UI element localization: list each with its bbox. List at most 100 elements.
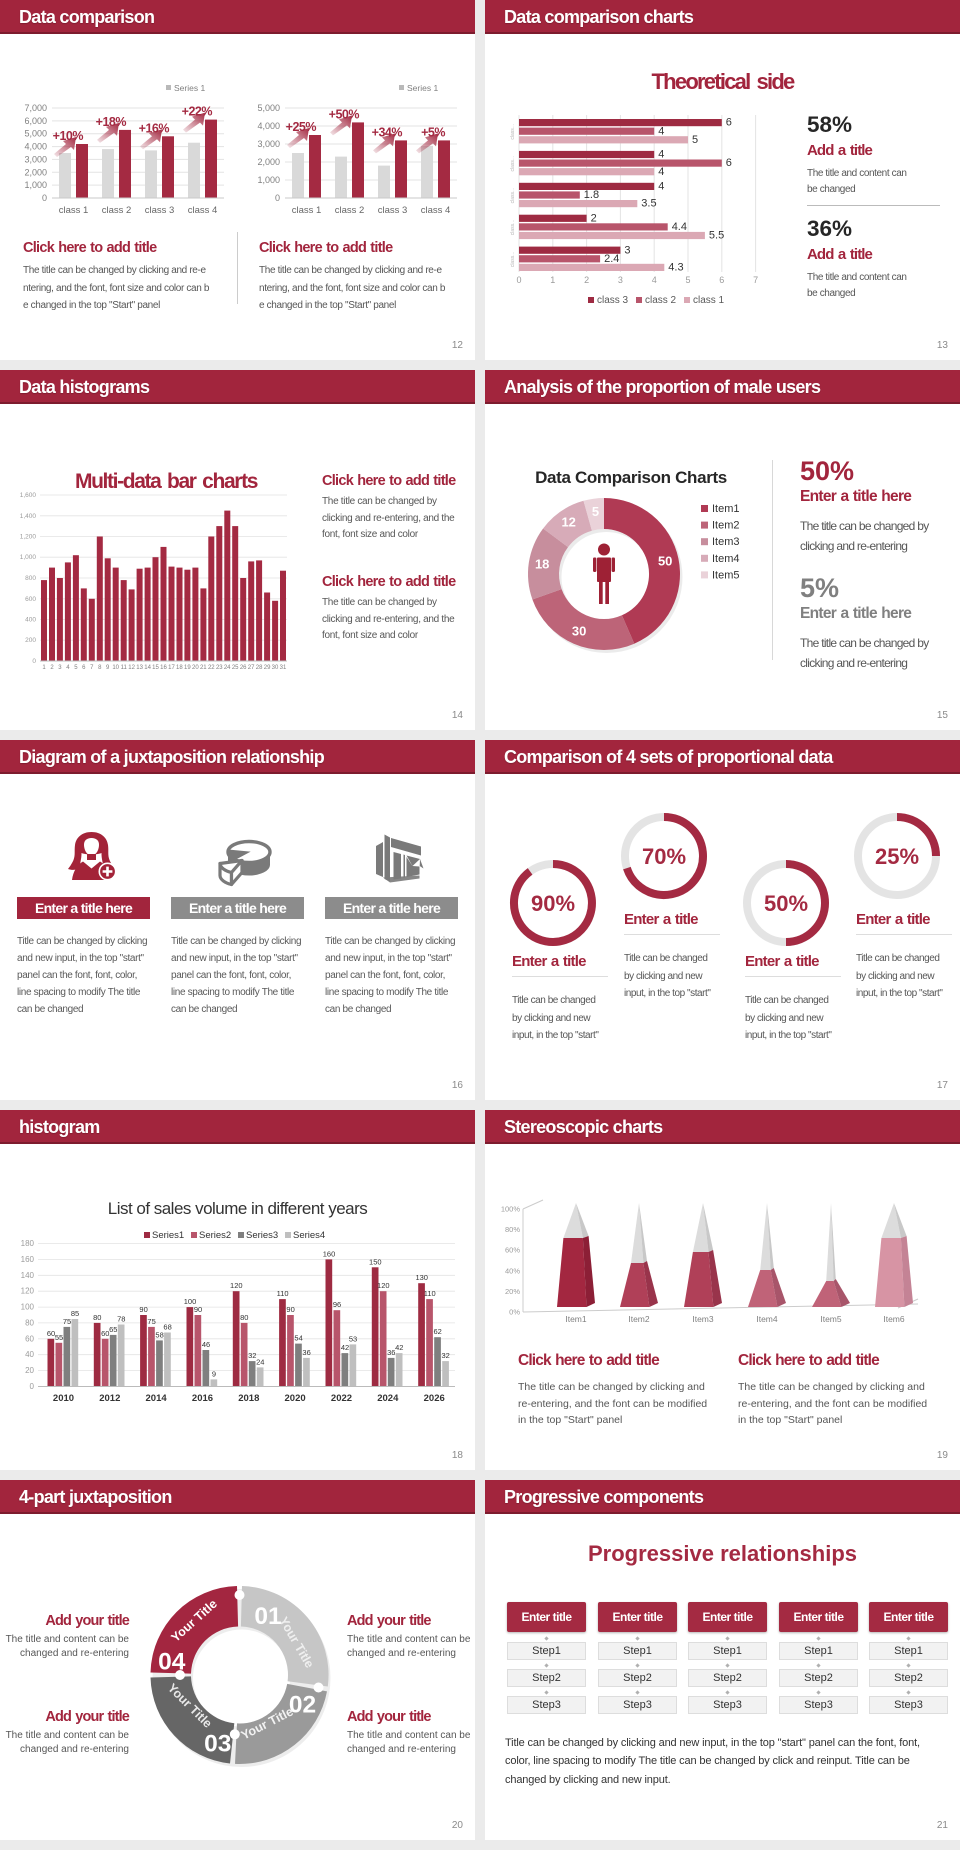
svg-text:1.8: 1.8 bbox=[584, 189, 599, 201]
svg-text:04: 04 bbox=[158, 1649, 186, 1676]
svg-text:5.5: 5.5 bbox=[709, 230, 724, 242]
svg-text:Series 1: Series 1 bbox=[174, 83, 205, 93]
svg-text:class 2: class 2 bbox=[645, 295, 677, 306]
svg-text:Series 1: Series 1 bbox=[407, 83, 438, 93]
svg-text:class 1: class 1 bbox=[693, 295, 725, 306]
svg-text:40: 40 bbox=[25, 1350, 34, 1359]
svg-text:28: 28 bbox=[256, 665, 263, 671]
svg-text:90: 90 bbox=[139, 1305, 147, 1314]
svg-text:19: 19 bbox=[184, 665, 191, 671]
svg-text:4: 4 bbox=[652, 275, 657, 285]
svg-text:class 4: class 4 bbox=[421, 205, 451, 216]
svg-text:Series1: Series1 bbox=[152, 1230, 184, 1241]
svg-text:1,000: 1,000 bbox=[24, 180, 47, 190]
svg-text:1,600: 1,600 bbox=[20, 492, 37, 499]
svg-text:8: 8 bbox=[98, 665, 102, 671]
svg-text:90: 90 bbox=[286, 1305, 294, 1314]
svg-text:68: 68 bbox=[163, 1323, 171, 1332]
svg-text:01: 01 bbox=[254, 1603, 281, 1630]
svg-text:Item3: Item3 bbox=[692, 1314, 714, 1324]
svg-text:2022: 2022 bbox=[331, 1393, 352, 1404]
svg-text:2020: 2020 bbox=[285, 1393, 306, 1404]
svg-text:class...: class... bbox=[510, 220, 516, 236]
svg-text:160: 160 bbox=[323, 1249, 336, 1258]
svg-text:20%: 20% bbox=[505, 1287, 520, 1296]
svg-text:6: 6 bbox=[719, 275, 724, 285]
svg-text:100: 100 bbox=[184, 1297, 197, 1306]
svg-text:30: 30 bbox=[572, 623, 586, 638]
svg-text:800: 800 bbox=[25, 575, 36, 582]
svg-text:class 1: class 1 bbox=[59, 205, 89, 216]
svg-text:Item5: Item5 bbox=[820, 1314, 842, 1324]
svg-text:Item1: Item1 bbox=[565, 1314, 587, 1324]
svg-text:5: 5 bbox=[74, 665, 78, 671]
svg-text:class 3: class 3 bbox=[145, 205, 175, 216]
svg-text:30: 30 bbox=[272, 665, 279, 671]
svg-text:2016: 2016 bbox=[192, 1393, 213, 1404]
svg-text:5: 5 bbox=[692, 134, 698, 146]
svg-text:4: 4 bbox=[658, 125, 664, 137]
svg-text:17: 17 bbox=[168, 665, 175, 671]
svg-text:0: 0 bbox=[42, 193, 47, 203]
svg-text:140: 140 bbox=[21, 1271, 35, 1280]
svg-text:Item2: Item2 bbox=[628, 1314, 650, 1324]
svg-text:+5%: +5% bbox=[421, 125, 445, 139]
svg-text:2018: 2018 bbox=[238, 1393, 259, 1404]
svg-text:3,000: 3,000 bbox=[257, 139, 280, 149]
svg-text:150: 150 bbox=[369, 1257, 382, 1266]
svg-text:class 2: class 2 bbox=[102, 205, 132, 216]
svg-text:23: 23 bbox=[216, 665, 223, 671]
svg-text:120: 120 bbox=[377, 1281, 390, 1290]
svg-text:5: 5 bbox=[592, 504, 599, 519]
svg-text:2: 2 bbox=[591, 212, 597, 224]
svg-text:Item3: Item3 bbox=[712, 536, 740, 548]
svg-text:4: 4 bbox=[658, 166, 664, 178]
svg-text:2: 2 bbox=[584, 275, 589, 285]
svg-text:58: 58 bbox=[155, 1330, 163, 1339]
svg-text:78: 78 bbox=[117, 1315, 125, 1324]
svg-text:0: 0 bbox=[30, 1382, 35, 1391]
svg-text:70%: 70% bbox=[642, 844, 686, 869]
svg-text:7: 7 bbox=[90, 665, 94, 671]
svg-text:40%: 40% bbox=[505, 1266, 520, 1275]
svg-text:class 2: class 2 bbox=[335, 205, 365, 216]
svg-text:0: 0 bbox=[275, 193, 280, 203]
svg-text:42: 42 bbox=[341, 1343, 349, 1352]
svg-text:class 4: class 4 bbox=[188, 205, 218, 216]
svg-text:Item1: Item1 bbox=[712, 503, 740, 515]
svg-text:24: 24 bbox=[256, 1357, 264, 1366]
svg-text:60: 60 bbox=[47, 1329, 55, 1338]
svg-text:1: 1 bbox=[550, 275, 555, 285]
svg-text:4: 4 bbox=[66, 665, 70, 671]
svg-text:27: 27 bbox=[248, 665, 255, 671]
svg-text:+22%: +22% bbox=[182, 105, 213, 119]
svg-text:21: 21 bbox=[200, 665, 207, 671]
svg-text:Series2: Series2 bbox=[199, 1230, 231, 1241]
svg-text:65: 65 bbox=[109, 1325, 117, 1334]
svg-text:11: 11 bbox=[121, 665, 128, 671]
svg-text:5: 5 bbox=[685, 275, 690, 285]
svg-text:0: 0 bbox=[516, 275, 521, 285]
svg-text:14: 14 bbox=[144, 665, 151, 671]
svg-text:2,000: 2,000 bbox=[257, 157, 280, 167]
svg-text:400: 400 bbox=[25, 617, 36, 624]
svg-text:50: 50 bbox=[658, 553, 672, 568]
svg-text:80: 80 bbox=[93, 1313, 101, 1322]
svg-text:120: 120 bbox=[230, 1281, 243, 1290]
svg-text:Series3: Series3 bbox=[246, 1230, 278, 1241]
svg-text:5,000: 5,000 bbox=[24, 129, 47, 139]
svg-text:55: 55 bbox=[55, 1333, 63, 1342]
svg-text:110: 110 bbox=[277, 1289, 289, 1298]
svg-text:class 1: class 1 bbox=[292, 205, 322, 216]
svg-text:53: 53 bbox=[349, 1334, 357, 1343]
svg-text:4.4: 4.4 bbox=[672, 221, 687, 233]
svg-text:Series4: Series4 bbox=[293, 1230, 325, 1241]
svg-text:31: 31 bbox=[280, 665, 287, 671]
svg-text:13: 13 bbox=[136, 665, 143, 671]
svg-text:100: 100 bbox=[21, 1303, 35, 1312]
svg-text:+25%: +25% bbox=[286, 120, 317, 134]
svg-text:+16%: +16% bbox=[139, 121, 170, 135]
svg-text:90: 90 bbox=[194, 1305, 202, 1314]
svg-text:3: 3 bbox=[58, 665, 62, 671]
svg-text:class 3: class 3 bbox=[378, 205, 408, 216]
